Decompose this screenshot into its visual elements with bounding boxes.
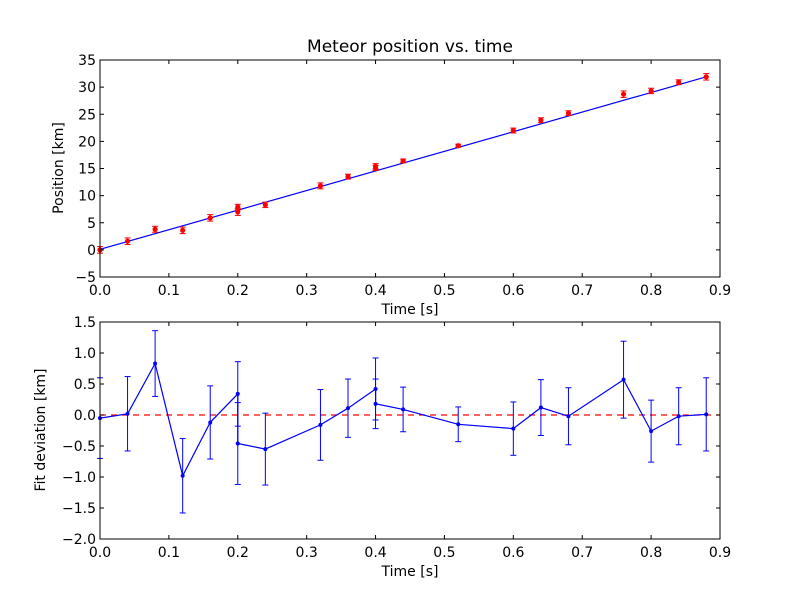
x-tick-label: 0.9 (709, 283, 731, 299)
x-tick-label: 0.7 (571, 283, 593, 299)
data-point (565, 110, 572, 116)
data-point (373, 401, 378, 406)
x-tick-label: 0.1 (158, 545, 180, 561)
x-tick-label: 0.6 (502, 545, 524, 561)
data-point (317, 183, 324, 189)
data-point (648, 88, 654, 94)
data-point (538, 405, 543, 410)
deviation-plot-area (97, 330, 720, 514)
y-tick-label: 1.5 (74, 315, 96, 331)
x-tick-label: 0.2 (227, 545, 249, 561)
y-tick-label: 1.0 (74, 346, 96, 362)
x-tick-label: 0.5 (433, 283, 455, 299)
data-point (566, 414, 571, 419)
data-point (263, 447, 268, 452)
position-axes-frame (99, 59, 721, 278)
data-point (153, 361, 158, 366)
y-tick-label: −0.5 (62, 439, 96, 455)
data-point (207, 215, 213, 221)
position-y-axis-label: Position [km] (51, 122, 67, 214)
data-point (511, 426, 516, 431)
data-point (676, 79, 682, 85)
data-point (262, 202, 268, 208)
data-point (400, 158, 406, 164)
x-tick-label: 0.1 (158, 283, 180, 299)
data-point (704, 412, 709, 417)
chart-title: Meteor position vs. time (307, 37, 513, 57)
y-tick-label: 5 (87, 216, 96, 232)
deviation-axes-frame (99, 321, 721, 540)
position-ticks: 0.0 0.1 0.2 0.3 0.4 0.5 0.6 0.7 0.8 0.9 −5 0 5 10 15 20… (75, 53, 731, 299)
y-tick-label: 0 (87, 243, 96, 259)
data-point (510, 127, 516, 134)
x-tick-label: 0.9 (709, 545, 731, 561)
y-tick-label: 0.5 (74, 377, 96, 393)
data-point (620, 91, 627, 97)
x-tick-label: 0.8 (640, 545, 662, 561)
data-point (345, 174, 351, 180)
x-tick-label: 0.4 (364, 545, 386, 561)
deviation-chart: 0.0 0.1 0.2 0.3 0.4 0.5 0.6 0.7 0.8 0.9 −2.0 −1.5 −1… (33, 315, 731, 580)
x-tick-label: 0.0 (89, 283, 111, 299)
data-point (125, 411, 130, 416)
position-chart: Meteor position vs. time 0.0 0.1 0.2 0.3 0.4… (51, 37, 731, 318)
data-point (152, 226, 158, 232)
y-tick-label: 25 (78, 107, 96, 123)
data-point (538, 117, 544, 123)
data-point (235, 209, 241, 215)
data-point (235, 391, 240, 396)
y-tick-label: 35 (78, 53, 96, 69)
y-tick-label: 0.0 (74, 408, 96, 424)
data-point (124, 238, 131, 244)
data-point (401, 407, 406, 412)
position-plot-area (97, 73, 710, 254)
data-point (180, 227, 186, 233)
data-point (703, 74, 709, 80)
deviation-ticks: 0.0 0.1 0.2 0.3 0.4 0.5 0.6 0.7 0.8 0.9 −2.0 −1.5 −1… (62, 315, 731, 561)
x-tick-label: 0.4 (364, 283, 386, 299)
data-point (455, 143, 461, 149)
data-point (346, 406, 350, 411)
y-tick-label: 30 (78, 80, 96, 96)
x-tick-label: 0.0 (89, 545, 111, 561)
data-point (318, 422, 323, 427)
y-tick-label: 15 (78, 162, 96, 178)
data-point (649, 429, 654, 434)
data-point (180, 473, 185, 478)
y-tick-label: −2.0 (62, 532, 96, 548)
data-point (621, 377, 626, 382)
y-tick-label: 10 (78, 189, 96, 205)
data-point (235, 441, 240, 446)
deviation-x-axis-label: Time [s] (381, 564, 439, 580)
y-tick-label: −1.0 (62, 470, 96, 486)
x-tick-label: 0.3 (296, 283, 318, 299)
y-tick-label: −1.5 (62, 501, 96, 517)
x-tick-label: 0.5 (433, 545, 455, 561)
y-tick-label: 20 (78, 134, 96, 150)
data-point (235, 204, 241, 210)
x-tick-label: 0.7 (571, 545, 593, 561)
data-point (208, 420, 213, 425)
y-tick-label: −5 (75, 270, 96, 286)
x-tick-label: 0.6 (502, 283, 524, 299)
x-tick-label: 0.2 (227, 283, 249, 299)
position-x-axis-label: Time [s] (381, 302, 439, 318)
deviation-y-axis-label: Fit deviation [km] (33, 368, 49, 491)
x-tick-label: 0.8 (640, 283, 662, 299)
data-point (372, 163, 379, 169)
x-tick-label: 0.3 (296, 545, 318, 561)
data-point (456, 422, 461, 427)
data-point (676, 414, 681, 419)
